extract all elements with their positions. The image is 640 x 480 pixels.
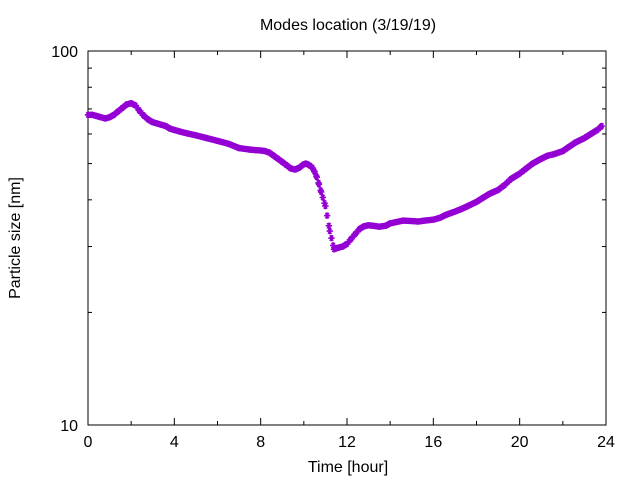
x-tick-label: 12 [338, 434, 356, 451]
axis-ticks: 0 4 8 12 16 20 24 10 100 [51, 44, 615, 451]
data-point [325, 222, 333, 229]
x-tick-label: 16 [424, 434, 442, 451]
data-point [317, 188, 325, 196]
chart-title: Modes location (3/19/19) [260, 17, 436, 34]
data-points [84, 100, 605, 253]
x-tick-label: 20 [511, 434, 529, 451]
x-tick-label: 24 [597, 434, 615, 451]
plot-frame [87, 50, 607, 426]
data-point [598, 122, 605, 130]
data-point [326, 227, 333, 235]
x-tick-label: 0 [84, 434, 93, 451]
data-point [328, 234, 335, 242]
x-axis-label: Time [hour] [308, 459, 388, 476]
data-point [313, 173, 320, 181]
data-point [319, 194, 327, 201]
x-tick-label: 4 [170, 434, 179, 451]
y-axis-label: Particle size [nm] [7, 177, 24, 299]
y-tick-label: 100 [51, 44, 78, 61]
y-tick-label: 10 [60, 418, 78, 435]
data-point [323, 212, 331, 219]
x-tick-label: 8 [256, 434, 265, 451]
data-point [322, 202, 329, 210]
data-point [315, 181, 323, 188]
